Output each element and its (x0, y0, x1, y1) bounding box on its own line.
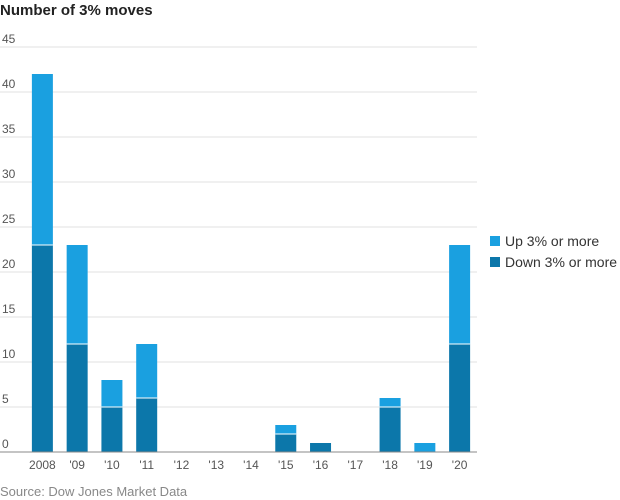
bar-down-3 (136, 398, 158, 452)
y-tick-label: 5 (2, 392, 9, 406)
gridlines (0, 46, 477, 408)
x-tick-label: '20 (452, 458, 468, 472)
y-tick-label: 10 (2, 347, 16, 361)
bar-down-1 (66, 344, 88, 452)
legend-swatch-up (490, 235, 500, 246)
x-axis-tick-labels: 2008 '09 '10 '11 '12 '13 '14 '15 '16 '17 '18 '19 '20 (29, 458, 468, 472)
y-tick-label: 40 (2, 77, 16, 91)
x-tick-label: '09 (69, 458, 85, 472)
bar-up-10 (379, 398, 401, 407)
bar-down-2 (101, 407, 123, 452)
y-tick-label: 20 (2, 257, 16, 271)
legend-item-down: Down 3% or more (490, 251, 617, 272)
source-note: Source: Dow Jones Market Data (0, 484, 188, 499)
x-tick-label: '15 (278, 458, 294, 472)
y-tick-label: 45 (2, 32, 16, 46)
bar-down-10 (379, 407, 401, 452)
x-tick-label: '12 (174, 458, 190, 472)
x-tick-label: '17 (347, 458, 363, 472)
bars (31, 74, 471, 452)
x-tick-label: '13 (208, 458, 224, 472)
bar-up-2 (101, 380, 123, 407)
bar-down-7 (275, 434, 297, 452)
legend-label-down: Down 3% or more (505, 253, 618, 270)
bar-up-11 (414, 443, 436, 452)
legend: Up 3% or more Down 3% or more (490, 230, 617, 272)
y-tick-label: 25 (2, 212, 16, 226)
legend-label-up: Up 3% or more (505, 232, 600, 249)
x-tick-label: '10 (104, 458, 120, 472)
bar-down-0 (31, 245, 53, 452)
y-tick-label: 35 (2, 122, 16, 136)
x-tick-label: '19 (417, 458, 433, 472)
bar-up-0 (31, 74, 53, 245)
bar-down-8 (310, 443, 332, 452)
bar-up-12 (449, 245, 471, 344)
x-tick-label: '11 (139, 458, 154, 472)
x-tick-label: '14 (243, 458, 259, 472)
bar-up-1 (66, 245, 88, 344)
y-tick-label: 30 (2, 167, 16, 181)
legend-swatch-down (490, 256, 500, 267)
y-tick-label: 0 (2, 437, 9, 451)
bar-up-3 (136, 344, 158, 398)
chart-title: Number of 3% moves (0, 2, 153, 19)
x-tick-label: '18 (382, 458, 398, 472)
bar-down-12 (449, 344, 471, 452)
x-tick-label: '16 (313, 458, 329, 472)
bar-up-7 (275, 425, 297, 434)
x-tick-label: 2008 (29, 458, 56, 472)
y-tick-label: 15 (2, 302, 16, 316)
stacked-bar-chart: 0 5 10 15 20 25 30 35 40 45 2008 '09 '10 '11 '12 '13 '1… (0, 32, 477, 472)
legend-item-up: Up 3% or more (490, 230, 617, 251)
y-axis-tick-labels: 0 5 10 15 20 25 30 35 40 45 (2, 32, 16, 451)
